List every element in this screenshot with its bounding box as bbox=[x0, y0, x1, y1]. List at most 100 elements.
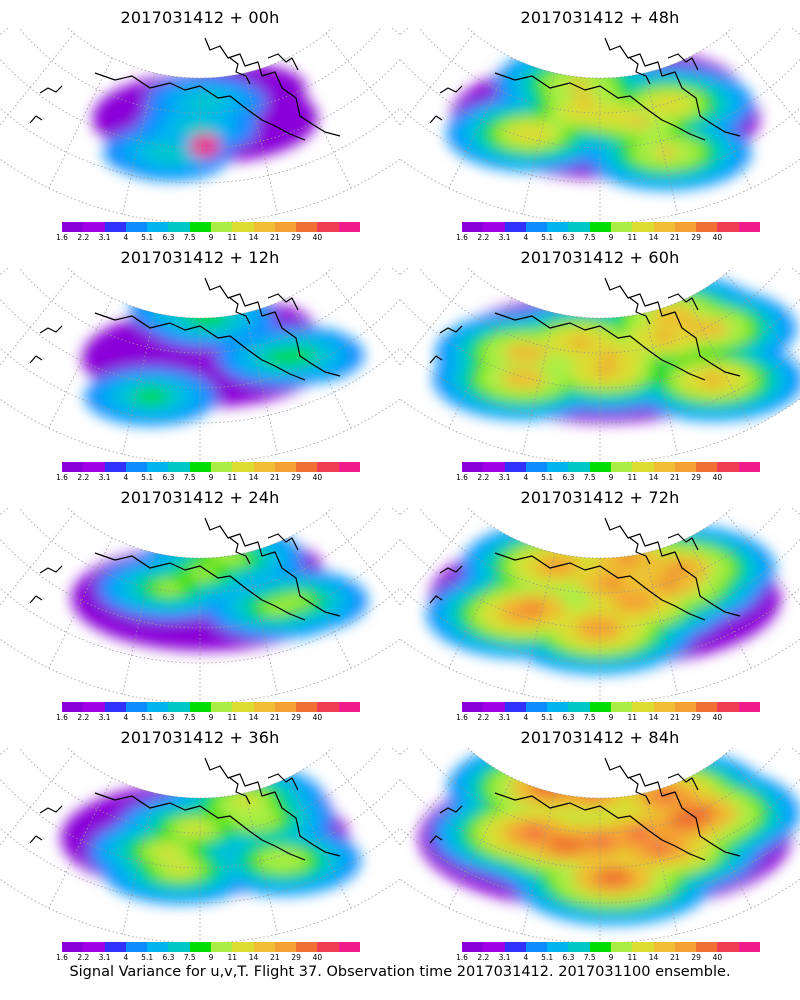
colorbar-tick-label: 21 bbox=[670, 473, 680, 482]
colorbar-tick-label: 6.3 bbox=[162, 473, 175, 482]
colorbar-tick-label: 7.5 bbox=[583, 473, 596, 482]
colorbar-swatch bbox=[525, 462, 548, 472]
colorbar-tick-label: 3.1 bbox=[498, 713, 511, 722]
colorbar-swatch bbox=[504, 942, 526, 952]
colorbar-tick-label: 4 bbox=[523, 713, 529, 722]
colorbar-tick-label: 40 bbox=[712, 713, 723, 722]
map-panel: 2017031412 + 36h 1.6 2.2 3.1 4 5.1 6.3 7.5 9 11 14… bbox=[0, 720, 400, 962]
map-panel: 2017031412 + 00h 1.6 2.2 3.1 4 5.1 6.3 7.5 9 11 14… bbox=[0, 0, 400, 242]
colorbar-swatch bbox=[104, 222, 126, 232]
colorbar-tick-label: 2.2 bbox=[477, 953, 490, 962]
coastlines bbox=[29, 37, 341, 141]
colorbar-swatch bbox=[653, 462, 675, 472]
colorbar-swatch bbox=[589, 222, 611, 232]
colorbar-tick-label: 6.3 bbox=[162, 233, 175, 242]
colorbar bbox=[62, 462, 360, 472]
colorbar-swatch bbox=[104, 942, 126, 952]
colorbar-tick-label: 40 bbox=[312, 473, 323, 482]
colorbar-swatch bbox=[632, 702, 654, 712]
panel-title: 2017031412 + 12h bbox=[120, 248, 280, 267]
colorbar-swatch bbox=[674, 222, 697, 232]
colorbar-tick-label: 5.1 bbox=[541, 473, 554, 482]
colorbar-swatch bbox=[632, 462, 654, 472]
colorbar-tick-label: 29 bbox=[691, 473, 701, 482]
panel-title: 2017031412 + 36h bbox=[120, 728, 280, 747]
colorbar-tick-label: 11 bbox=[627, 953, 638, 962]
colorbar-tick-label: 6.3 bbox=[562, 233, 575, 242]
colorbar-tick-label: 5.1 bbox=[141, 233, 154, 242]
colorbar-swatch bbox=[83, 942, 105, 952]
variance-map bbox=[400, 28, 800, 222]
colorbar bbox=[462, 942, 760, 952]
colorbar-tick-label: 11 bbox=[227, 233, 238, 242]
graticule bbox=[400, 28, 800, 222]
colorbar-swatch bbox=[717, 462, 739, 472]
colorbar-swatch bbox=[232, 462, 254, 472]
colorbar-swatch bbox=[462, 222, 484, 232]
colorbar-swatch bbox=[547, 702, 569, 712]
colorbar-swatch bbox=[547, 462, 569, 472]
colorbar-swatch bbox=[147, 462, 169, 472]
graticule bbox=[400, 268, 800, 462]
colorbar-swatch bbox=[168, 702, 190, 712]
colorbar-swatch bbox=[568, 942, 590, 952]
colorbar-tick-label: 3.1 bbox=[498, 233, 511, 242]
colorbar-swatch bbox=[632, 222, 654, 232]
colorbar-swatch bbox=[696, 462, 718, 472]
colorbar-swatch bbox=[589, 462, 611, 472]
colorbar-swatch bbox=[189, 702, 211, 712]
colorbar-tick-label: 21 bbox=[670, 953, 680, 962]
coastlines bbox=[429, 37, 741, 141]
panel-title: 2017031412 + 00h bbox=[120, 8, 280, 27]
colorbar-tick-label: 2.2 bbox=[77, 473, 90, 482]
colorbar-tick-label: 3.1 bbox=[98, 233, 111, 242]
colorbar-swatch bbox=[717, 702, 739, 712]
colorbar-tick-label: 1.6 bbox=[56, 233, 68, 242]
colorbar-swatch bbox=[738, 222, 760, 232]
colorbar-swatch bbox=[296, 702, 318, 712]
map-panel: 2017031412 + 24h 1.6 2.2 3.1 4 5.1 6.3 7.5 9 11 14… bbox=[0, 480, 400, 722]
colorbar-tick-label: 11 bbox=[627, 233, 638, 242]
colorbar-tick-label: 1.6 bbox=[56, 713, 68, 722]
colorbar-swatch bbox=[62, 702, 84, 712]
colorbar-tick-label: 14 bbox=[648, 233, 659, 242]
graticule bbox=[0, 508, 400, 702]
colorbar-swatch bbox=[738, 702, 760, 712]
colorbar-tick-label: 3.1 bbox=[498, 953, 511, 962]
variance-map bbox=[400, 508, 800, 702]
colorbar-swatch bbox=[338, 222, 360, 232]
colorbar-swatch bbox=[168, 222, 190, 232]
colorbar-tick-label: 1.6 bbox=[456, 473, 468, 482]
panel-title: 2017031412 + 72h bbox=[520, 488, 680, 507]
colorbar-swatch bbox=[547, 222, 569, 232]
colorbar-swatch bbox=[674, 702, 697, 712]
colorbar-tick-label: 2.2 bbox=[77, 953, 90, 962]
colorbar-swatch bbox=[738, 942, 760, 952]
variance-field bbox=[426, 514, 781, 674]
colorbar-swatch bbox=[696, 222, 718, 232]
colorbar-tick-label: 29 bbox=[291, 473, 301, 482]
colorbar-tick-label: 4 bbox=[123, 953, 129, 962]
colorbar-swatch bbox=[253, 222, 275, 232]
colorbar-swatch bbox=[589, 702, 611, 712]
colorbar-swatch bbox=[274, 942, 297, 952]
colorbar-tick-label: 29 bbox=[291, 233, 301, 242]
colorbar-tick-label: 2.2 bbox=[477, 713, 490, 722]
colorbar-swatch bbox=[168, 462, 190, 472]
colorbar-swatch bbox=[632, 942, 654, 952]
colorbar-swatch bbox=[210, 702, 233, 712]
colorbar-swatch bbox=[62, 942, 84, 952]
colorbar-swatch bbox=[125, 702, 148, 712]
colorbar-swatch bbox=[253, 702, 275, 712]
colorbar-tick-label: 40 bbox=[712, 233, 723, 242]
colorbar-tick-label: 29 bbox=[691, 233, 701, 242]
colorbar-swatch bbox=[568, 222, 590, 232]
colorbar-tick-label: 5.1 bbox=[541, 953, 554, 962]
colorbar-tick-label: 14 bbox=[248, 713, 259, 722]
colorbar-tick-label: 7.5 bbox=[583, 233, 596, 242]
colorbar-tick-label: 2.2 bbox=[77, 233, 90, 242]
colorbar-tick-label: 29 bbox=[291, 713, 301, 722]
colorbar-swatch bbox=[189, 222, 211, 232]
colorbar-tick-label: 3.1 bbox=[98, 473, 111, 482]
colorbar-tick-label: 6.3 bbox=[562, 953, 575, 962]
